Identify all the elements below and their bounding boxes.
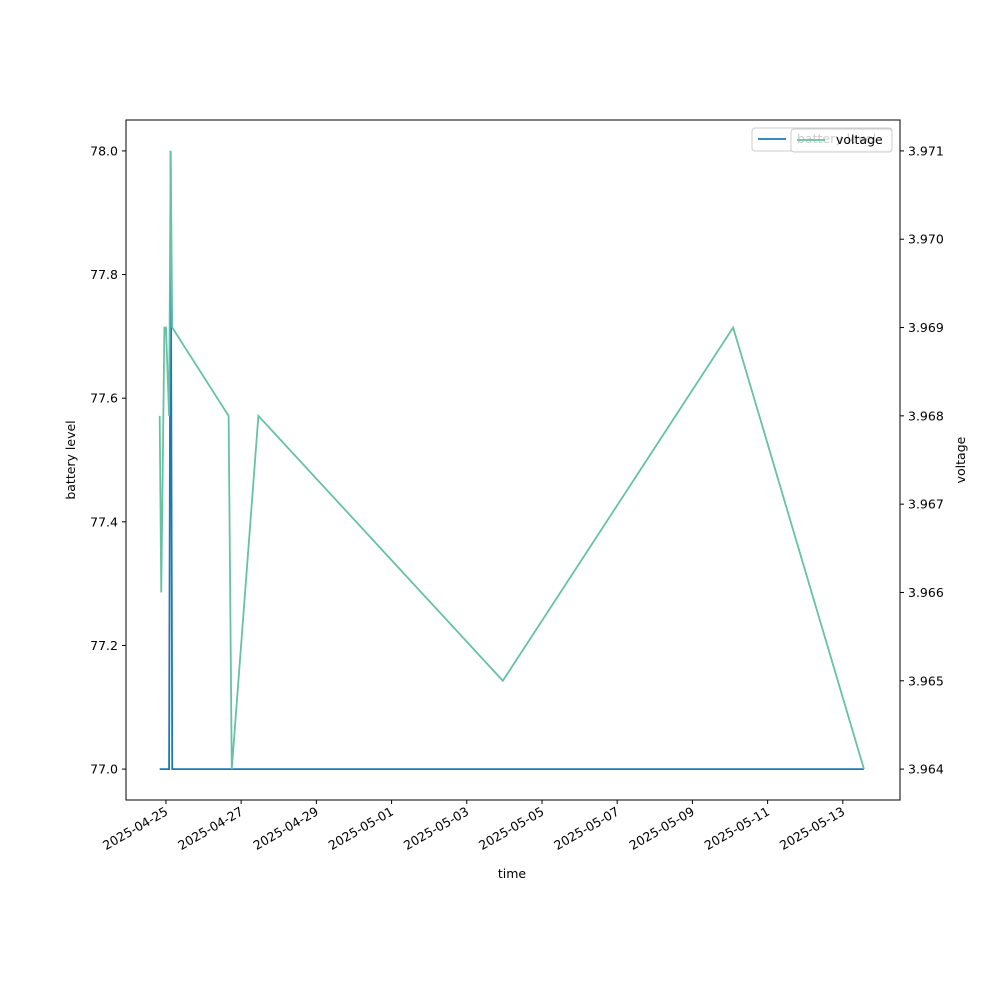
y2-tick-label: 3.967 xyxy=(908,497,944,512)
y-axis-label: battery level xyxy=(63,420,78,499)
series-line xyxy=(158,150,865,770)
y2-tick-label: 3.964 xyxy=(908,762,944,777)
y2-axis-label: voltage xyxy=(953,436,968,483)
y2-tick-label: 3.969 xyxy=(908,320,944,335)
y2-tick-label: 3.965 xyxy=(908,673,944,688)
legend: voltage xyxy=(790,128,893,153)
legend-box xyxy=(790,128,893,153)
legend-label: voltage xyxy=(836,132,883,147)
y2-tick-label: 3.968 xyxy=(908,408,944,423)
y-tick-label: 77.2 xyxy=(90,638,118,653)
y-tick-label: 77.0 xyxy=(90,762,118,777)
y-tick-label: 77.6 xyxy=(90,391,118,406)
x-tick-label: 2025-04-25 xyxy=(100,804,170,853)
y2-tick-label: 3.966 xyxy=(908,585,944,600)
x-tick-label: 2025-05-11 xyxy=(702,804,772,853)
y2-tick-label: 3.970 xyxy=(908,232,944,247)
y-tick-label: 77.4 xyxy=(90,514,118,529)
y-tick-label: 77.8 xyxy=(90,267,118,282)
x-tick-label: 2025-04-29 xyxy=(250,804,320,853)
x-tick-label: 2025-05-09 xyxy=(626,804,696,853)
x-axis-label: time xyxy=(498,866,527,881)
x-tick-label: 2025-05-03 xyxy=(401,804,471,853)
x-tick-label: 2025-05-07 xyxy=(551,804,621,853)
plot-frame xyxy=(125,119,901,801)
x-tick-label: 2025-05-13 xyxy=(777,804,847,853)
x-tick-label: 2025-04-27 xyxy=(175,804,245,853)
x-tick-label: 2025-05-05 xyxy=(476,804,546,853)
y2-tick-label: 3.971 xyxy=(908,143,944,158)
series-line xyxy=(159,150,864,770)
y-tick-label: 78.0 xyxy=(90,143,118,158)
x-tick-label: 2025-05-01 xyxy=(326,804,396,853)
